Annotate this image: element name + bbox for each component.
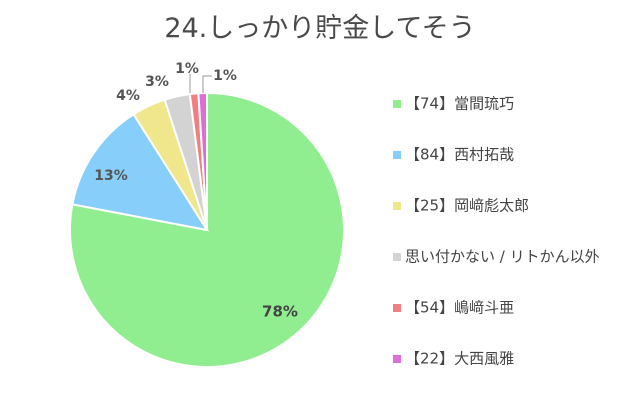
legend-swatch-6 [393, 355, 401, 363]
percent-label-2: 13% [94, 168, 128, 184]
legend-label-4: 思い付かない / リトかん以外 [405, 248, 600, 266]
pie-slice-6 [197, 91, 208, 231]
chart-title: 24.しっかり貯金してそう [164, 13, 475, 44]
legend-label-2: 【84】西村拓哉 [405, 146, 514, 164]
percent-labels: 78% 13% 4% 3% 1% 1% [94, 61, 298, 321]
percent-label-5: 1% [175, 61, 199, 77]
pie-slices [69, 91, 345, 368]
percent-label-3: 4% [116, 88, 140, 104]
legend-label-5: 【54】嶋﨑斗亜 [405, 299, 514, 317]
legend-swatch-5 [393, 304, 401, 312]
legend-swatch-1 [393, 100, 401, 108]
label-leader-lines [189, 74, 212, 93]
legend-label-3: 【25】岡﨑彪太郎 [405, 197, 529, 215]
pie-slice-2 [71, 112, 210, 232]
percent-label-4: 3% [145, 74, 169, 90]
legend-swatch-2 [393, 151, 401, 159]
percent-label-1: 78% [262, 303, 298, 321]
percent-label-6: 1% [213, 68, 237, 84]
legend-swatch-4 [393, 253, 401, 261]
legend-label-6: 【22】大西風雅 [405, 350, 514, 368]
legend-swatch-3 [393, 202, 401, 210]
leader-line-6 [202, 75, 212, 93]
legend-label-1: 【74】當間琉巧 [405, 95, 514, 113]
